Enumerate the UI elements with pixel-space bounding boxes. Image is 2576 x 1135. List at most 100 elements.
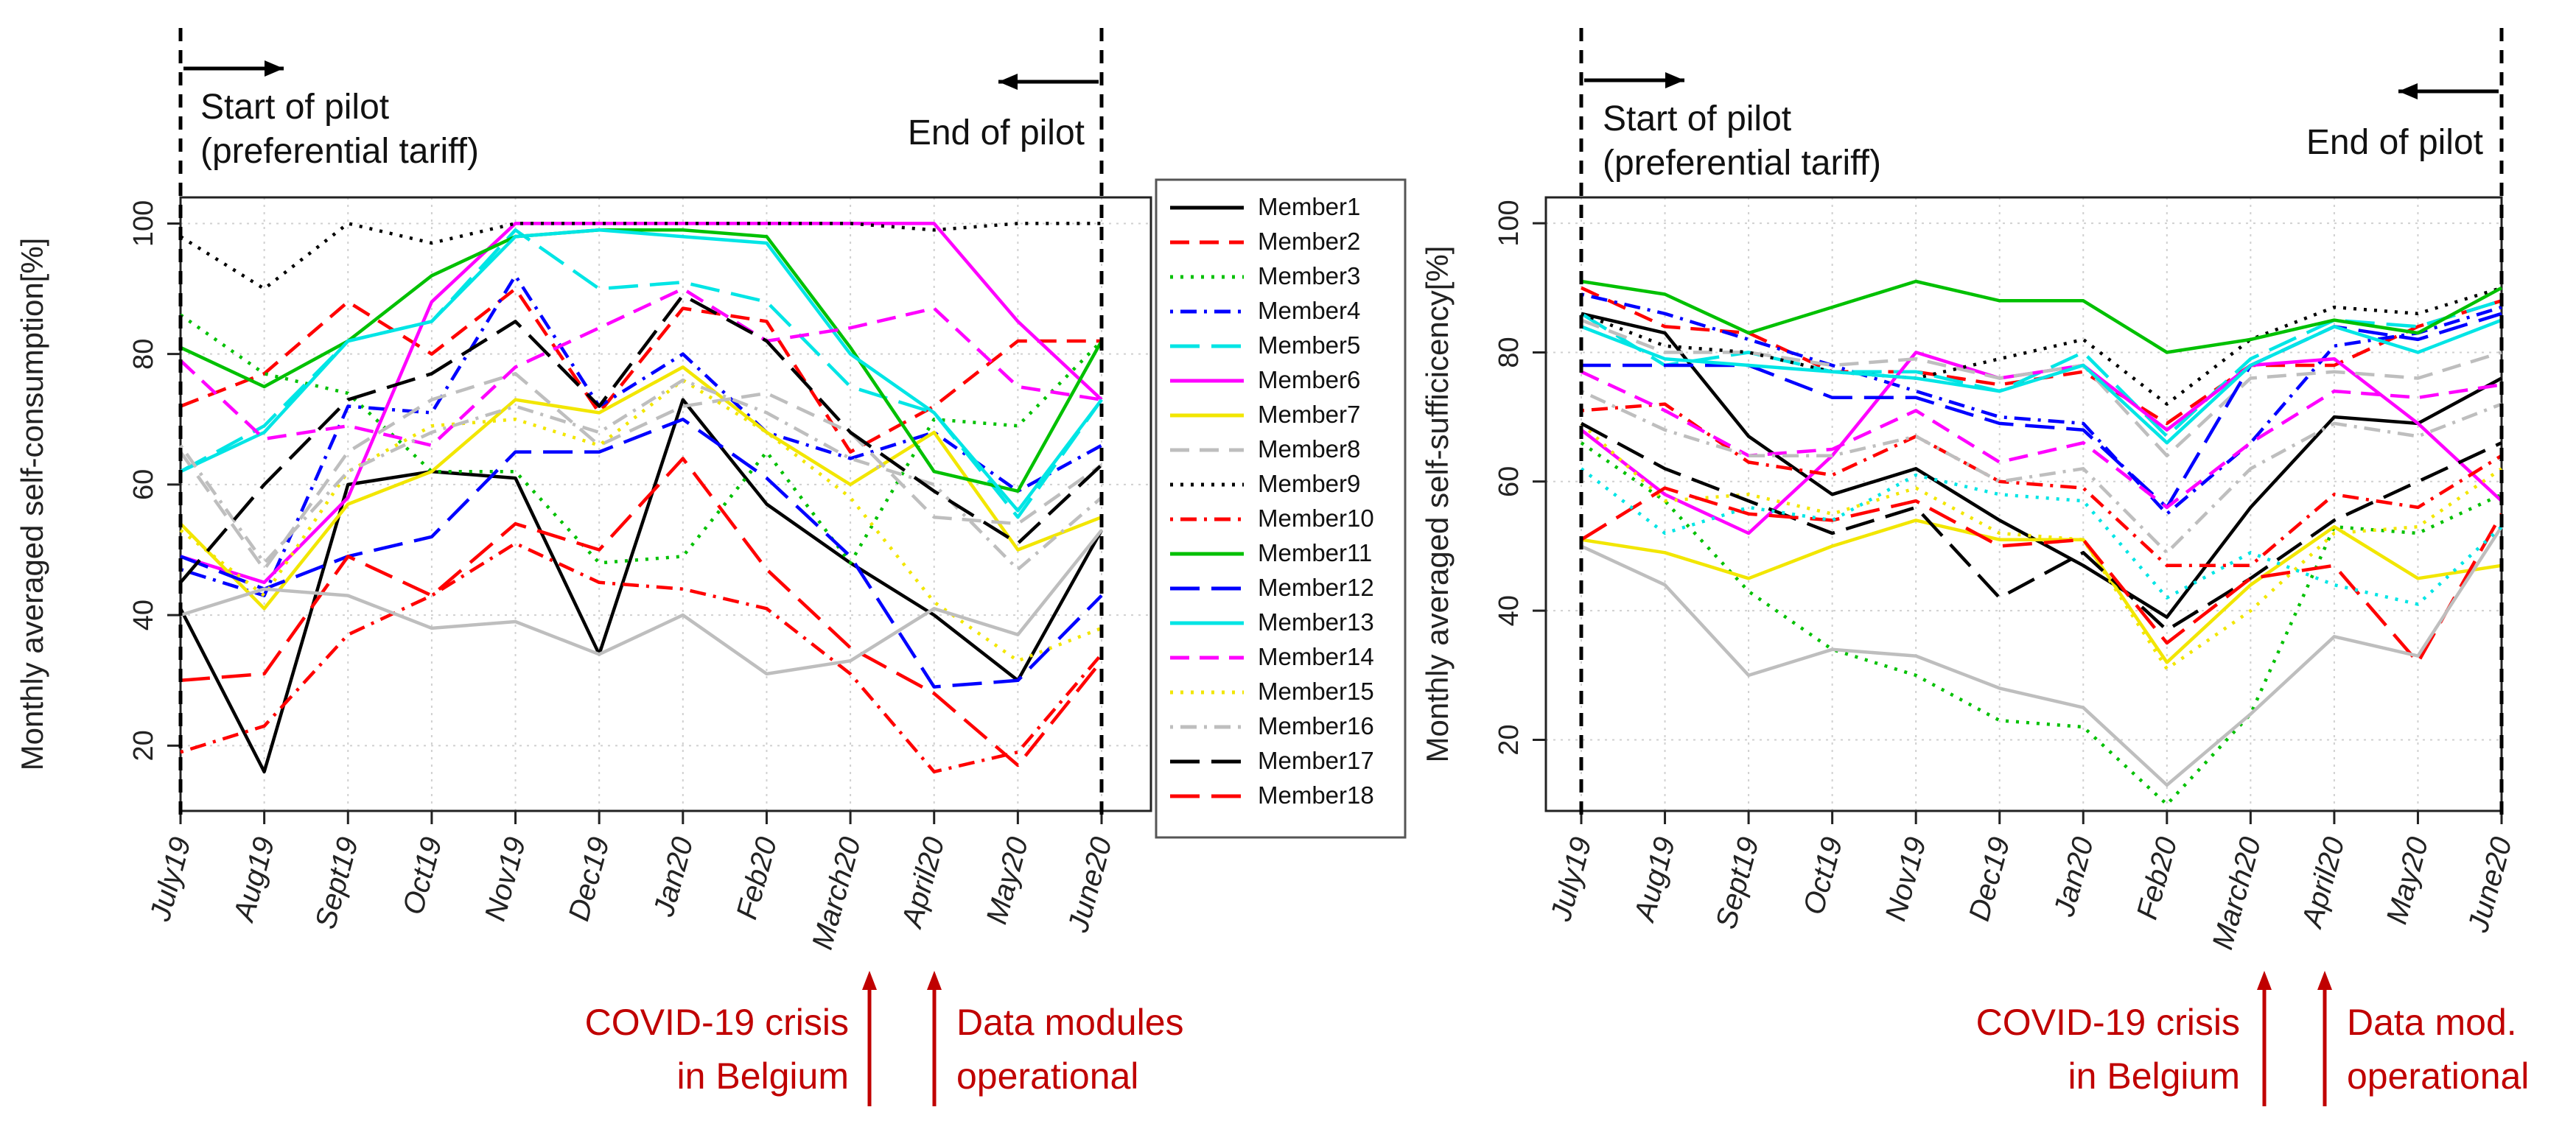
x-tick-label: July19 [144, 834, 197, 925]
y-axis: 20 40 60 80 100 [128, 200, 181, 762]
start-label-line2: (preferential tariff) [1603, 144, 1881, 183]
legend-label: Member7 [1258, 401, 1360, 428]
legend-label: Member3 [1258, 262, 1360, 289]
x-tick-label: Oct19 [396, 834, 448, 918]
legend-label: Member1 [1258, 193, 1360, 220]
self-consumption-chart: 20 40 60 80 100 Monthly averaged self-consump… [15, 28, 1184, 1106]
series-line-member13 [180, 228, 1103, 513]
x-tick-label: Sept19 [1709, 834, 1765, 932]
y-axis: 20 40 60 80 100 [1494, 200, 1546, 756]
legend-label: Member17 [1258, 747, 1374, 774]
covid-label-line2: in Belgium [2068, 1055, 2240, 1097]
series-line-member1 [1581, 312, 2503, 619]
x-tick-label: June20 [2462, 834, 2519, 936]
y-tick-label: 40 [128, 600, 159, 630]
self-sufficiency-chart: 20 40 60 80 100 Monthly averaged self-suffici… [1420, 28, 2529, 1106]
x-tick-label: Dec19 [562, 834, 615, 924]
covid-arrow-head [862, 971, 877, 990]
y-axis-label: Monthly averaged self-consumption[%] [15, 238, 49, 771]
series-line-member16 [1581, 390, 2502, 555]
x-tick-label: Feb20 [730, 834, 783, 923]
x-tick-label: Jan20 [2048, 834, 2100, 921]
end-arrow-head [2398, 83, 2418, 99]
x-tick-label: Nov19 [1879, 834, 1932, 924]
legend-item-member18: Member18 [1170, 781, 1374, 809]
modules-label-line1: Data mod. [2347, 1002, 2517, 1043]
legend-label: Member6 [1258, 366, 1360, 393]
y-tick-label: 80 [1494, 337, 1525, 368]
legend-label: Member9 [1258, 470, 1360, 497]
series-line-member10 [1581, 402, 2503, 568]
series [1580, 279, 2503, 807]
covid-label-line1: COVID-19 crisis [1976, 1002, 2240, 1043]
series-line-member1 [178, 398, 1103, 774]
x-tick-label: Sept19 [309, 834, 365, 932]
y-tick-label: 100 [1494, 200, 1525, 246]
series-line-member16 [179, 378, 1103, 572]
x-tick-label: Nov19 [479, 834, 532, 924]
legend-item-member13: Member13 [1170, 608, 1374, 636]
series-line-member14 [179, 287, 1102, 447]
series-line-member2 [1581, 286, 2502, 426]
series-line-member9 [179, 222, 1102, 291]
series-line-member14 [1581, 370, 2502, 510]
modules-label-line2: operational [2347, 1055, 2529, 1097]
legend-box [1155, 178, 1407, 839]
covid-arrow [862, 971, 877, 1106]
series-line-member11 [1581, 279, 2503, 354]
series-line-member2 [180, 287, 1102, 454]
series-line-member12 [180, 418, 1103, 689]
series-line-member16-grey-solid- [180, 529, 1103, 676]
start-arrow-head [265, 60, 284, 77]
modules-arrow-head [2317, 971, 2332, 990]
y-tick-label: 40 [1494, 595, 1525, 626]
series-line-member4 [180, 274, 1103, 597]
x-tick-label: May20 [2381, 834, 2435, 927]
x-axis: July19 Aug19 Sept19 Oct19 Nov19 Dec19 Jan20 Feb… [144, 811, 1119, 953]
legend-label: Member8 [1258, 435, 1360, 463]
x-tick-label: March20 [806, 834, 867, 953]
x-tick-label: March20 [2206, 834, 2267, 953]
legend-label: Member14 [1258, 643, 1374, 670]
legend-label: Member18 [1258, 781, 1374, 809]
y-tick-label: 60 [1494, 466, 1525, 497]
end-label: End of pilot [2306, 123, 2483, 162]
series-line-member18 [180, 457, 1103, 767]
end-arrow [998, 74, 1099, 90]
y-tick-label: 100 [128, 200, 159, 247]
series-line-member7 [179, 365, 1102, 611]
end-arrow [2398, 83, 2499, 99]
x-tick-label: Jan20 [648, 834, 700, 921]
modules-label-line2: operational [956, 1055, 1138, 1097]
series-line-member3 [1580, 441, 2502, 807]
end-arrow-head [998, 74, 1018, 90]
series-line-member9 [1581, 286, 2502, 406]
x-tick-label: April20 [895, 834, 951, 932]
y-axis-label: Monthly averaged self-sufficicency[%] [1420, 246, 1455, 763]
legend-item-member10: Member10 [1170, 505, 1374, 532]
series-line-member17 [1580, 421, 2502, 632]
series-line-member4 [1581, 292, 2502, 516]
legend-item-member12: Member12 [1170, 574, 1374, 601]
series-line-member10 [180, 541, 1103, 774]
series-line-member13 [1581, 318, 2502, 445]
x-tick-label: April20 [2295, 834, 2351, 932]
legend-item-member16: Member16 [1170, 712, 1374, 739]
start-arrow-head [1665, 72, 1684, 88]
x-tick-label: Aug19 [1628, 834, 1681, 926]
y-tick-label: 80 [128, 339, 159, 370]
series-line-member17 [179, 293, 1103, 584]
legend-label: Member4 [1258, 297, 1360, 324]
grid [1546, 197, 2502, 811]
legend-label: Member2 [1258, 228, 1360, 255]
x-tick-label: June20 [1062, 834, 1119, 936]
legend-label: Member15 [1258, 678, 1374, 705]
modules-arrow [927, 971, 942, 1106]
series-line-member16-grey-solid- [1581, 525, 2503, 787]
legend-label: Member5 [1258, 331, 1360, 359]
y-tick-label: 20 [128, 730, 159, 761]
legend-item-member1: Member1 [1170, 193, 1360, 220]
start-label-line1: Start of pilot [1603, 99, 1791, 138]
covid-arrow-head [2257, 971, 2272, 990]
